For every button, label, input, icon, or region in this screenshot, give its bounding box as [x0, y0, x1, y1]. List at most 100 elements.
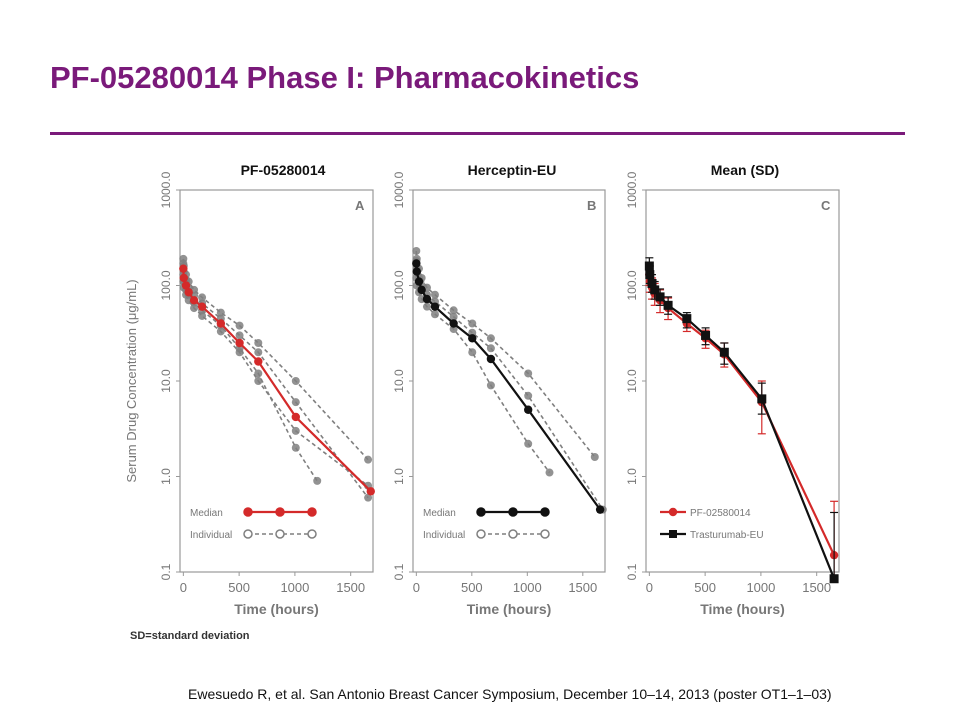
plot-frame — [179, 189, 374, 573]
data-point — [254, 348, 263, 357]
data-point — [184, 288, 193, 297]
legend-swatch-marker — [307, 529, 317, 539]
data-point — [595, 505, 605, 514]
y-tick-label: 100.0 — [392, 270, 406, 300]
panel-letter: B — [587, 198, 596, 213]
data-point — [486, 344, 495, 353]
legend-swatch-marker — [243, 507, 253, 517]
data-point — [181, 281, 191, 290]
data-point — [422, 302, 431, 311]
y-tick-label: 1000.0 — [159, 171, 173, 208]
data-point — [291, 398, 300, 407]
data-point — [486, 354, 496, 364]
x-tick-label: 500 — [461, 580, 483, 595]
data-point — [235, 338, 244, 348]
data-point — [198, 311, 207, 320]
legend-label: PF-02580014 — [690, 508, 751, 519]
data-point — [412, 259, 421, 268]
panel-letter: A — [355, 198, 365, 213]
y-tick-label: 1.0 — [159, 468, 173, 485]
y-tick-label: 0.1 — [625, 563, 639, 580]
data-point — [430, 302, 440, 311]
legend-swatch-marker — [307, 507, 317, 517]
data-point — [468, 348, 477, 357]
data-point — [486, 381, 495, 390]
data-point — [364, 493, 373, 502]
data-point — [254, 357, 263, 366]
legend-label: Individual — [423, 530, 465, 541]
data-point — [235, 321, 244, 330]
x-tick-label: 500 — [228, 580, 250, 595]
panel-letter: C — [821, 198, 831, 213]
legend-swatch-marker — [476, 507, 486, 517]
data-point — [645, 270, 655, 280]
sd-footnote: SD=standard deviation — [130, 630, 250, 642]
y-tick-label: 1.0 — [392, 468, 406, 485]
data-point — [216, 327, 225, 336]
y-tick-label: 10.0 — [625, 369, 639, 393]
y-tick-label: 100.0 — [159, 270, 173, 300]
title-rule — [50, 132, 905, 135]
data-point — [189, 296, 199, 305]
x-tick-label: 1000 — [280, 580, 309, 595]
data-point — [254, 338, 263, 347]
x-tick-label: 0 — [646, 580, 653, 595]
chart-panel-a — [179, 189, 374, 573]
legend-swatch-marker — [668, 507, 678, 517]
data-point — [829, 574, 839, 584]
data-point — [412, 246, 421, 255]
data-point — [644, 261, 654, 271]
x-tick-label: 500 — [694, 580, 716, 595]
plot-frame — [412, 189, 606, 573]
y-tick-label: 10.0 — [392, 369, 406, 393]
data-point — [701, 330, 711, 340]
data-point — [663, 300, 673, 310]
y-tick-label: 0.1 — [159, 563, 173, 580]
data-point — [757, 394, 767, 404]
data-point — [291, 412, 300, 422]
data-point — [216, 308, 225, 317]
data-point — [430, 290, 439, 299]
slide-title: PF-05280014 Phase I: Pharmacokinetics — [50, 60, 640, 95]
data-point — [449, 312, 458, 321]
data-point — [524, 439, 533, 448]
legend-label: Individual — [190, 530, 232, 541]
data-point — [545, 468, 554, 477]
x-tick-label: 1500 — [336, 580, 365, 595]
data-point — [291, 443, 300, 452]
citation: Ewesuedo R, et al. San Antonio Breast Ca… — [188, 686, 832, 702]
chart-panel-b — [412, 189, 606, 573]
legend-swatch-marker — [508, 507, 518, 517]
x-tick-label: 0 — [413, 580, 420, 595]
y-tick-label: 100.0 — [625, 270, 639, 300]
data-point — [655, 292, 665, 302]
data-point — [449, 319, 458, 328]
data-point — [647, 278, 657, 288]
y-tick-label: 1000.0 — [392, 171, 406, 208]
data-point — [179, 273, 188, 283]
data-point — [414, 277, 424, 286]
data-point — [719, 347, 729, 357]
legend-label: Median — [423, 508, 456, 519]
series-line — [182, 274, 318, 482]
x-axis-label: Time (hours) — [700, 601, 785, 617]
x-tick-label: 1500 — [568, 580, 597, 595]
x-tick-label: 0 — [180, 580, 187, 595]
panel-b-heading: Herceptin-EU — [467, 162, 557, 178]
data-point — [468, 334, 477, 343]
legend-swatch-marker — [540, 507, 550, 517]
data-point — [179, 264, 188, 273]
legend-swatch-marker — [275, 529, 285, 539]
y-tick-label: 1.0 — [625, 468, 639, 485]
data-point — [650, 285, 660, 295]
legend-swatch-marker — [243, 529, 253, 539]
data-point — [364, 455, 373, 464]
legend-swatch-marker — [476, 529, 486, 539]
legend-swatch-marker — [540, 529, 550, 539]
legend-swatch-marker — [508, 529, 518, 539]
data-point — [590, 453, 599, 462]
data-point — [254, 369, 263, 378]
legend-label: Trasturumab-EU — [690, 530, 764, 541]
data-point — [422, 294, 432, 304]
